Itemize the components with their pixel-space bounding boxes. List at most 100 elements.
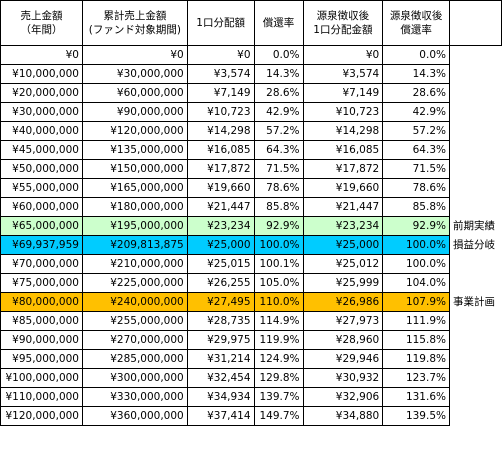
cell-distribution: ¥25,000 <box>186 235 255 255</box>
cell-cumulative-sales: ¥135,000,000 <box>81 140 188 160</box>
cell-cumulative-sales: ¥330,000,000 <box>81 387 188 407</box>
table-row: ¥20,000,000 ¥60,000,000 ¥7,149 28.6% ¥7,149 2… <box>0 83 502 103</box>
cell-redemption-rate: 42.9% <box>253 102 304 122</box>
cell-after-tax-rate: 111.9% <box>382 311 450 331</box>
cell-after-tax-distribution: ¥19,660 <box>302 178 384 198</box>
cell-redemption-rate: 85.8% <box>253 197 304 217</box>
cell-redemption-rate: 100.0% <box>253 235 304 255</box>
row-note <box>449 312 501 331</box>
cell-distribution: ¥7,149 <box>186 83 255 103</box>
row-note <box>449 179 501 198</box>
cell-sales: ¥85,000,000 <box>0 311 83 331</box>
cell-redemption-rate: 0.0% <box>253 45 304 65</box>
cell-redemption-rate: 129.8% <box>253 368 304 388</box>
cell-after-tax-rate: 104.0% <box>382 273 450 293</box>
cell-sales: ¥69,937,959 <box>0 235 83 255</box>
cell-after-tax-rate: 0.0% <box>382 45 450 65</box>
cell-distribution: ¥29,975 <box>186 330 255 350</box>
cell-cumulative-sales: ¥195,000,000 <box>81 216 188 236</box>
cell-distribution: ¥17,872 <box>186 159 255 179</box>
row-note <box>449 198 501 217</box>
cell-distribution: ¥16,085 <box>186 140 255 160</box>
cell-sales: ¥120,000,000 <box>0 406 83 426</box>
table-row: ¥45,000,000 ¥135,000,000 ¥16,085 64.3% ¥16,0… <box>0 140 502 160</box>
row-note: 前期実績 <box>452 219 495 232</box>
cell-sales: ¥40,000,000 <box>0 121 83 141</box>
header-note <box>448 0 502 46</box>
cell-after-tax-distribution: ¥27,973 <box>302 311 384 331</box>
cell-distribution: ¥3,574 <box>186 64 255 84</box>
table-row: ¥75,000,000 ¥225,000,000 ¥26,255 105.0% ¥25,… <box>0 273 502 293</box>
header-sales: 売上金額 （年間） <box>0 0 83 46</box>
row-note <box>449 350 501 369</box>
table-row: ¥90,000,000 ¥270,000,000 ¥29,975 119.9% ¥28,… <box>0 330 502 350</box>
cell-after-tax-distribution: ¥10,723 <box>302 102 384 122</box>
cell-cumulative-sales: ¥240,000,000 <box>81 292 188 312</box>
cell-cumulative-sales: ¥209,813,875 <box>81 235 188 255</box>
cell-sales: ¥75,000,000 <box>0 273 83 293</box>
cell-redemption-rate: 57.2% <box>253 121 304 141</box>
cell-after-tax-rate: 123.7% <box>382 368 450 388</box>
header-redemption-rate: 償還率 <box>253 0 304 46</box>
cell-cumulative-sales: ¥150,000,000 <box>81 159 188 179</box>
table-row: ¥40,000,000 ¥120,000,000 ¥14,298 57.2% ¥14,2… <box>0 121 502 141</box>
cell-after-tax-rate: 131.6% <box>382 387 450 407</box>
row-note <box>449 46 501 65</box>
cell-after-tax-distribution: ¥26,986 <box>302 292 384 312</box>
cell-after-tax-rate: 100.0% <box>382 235 450 255</box>
cell-after-tax-rate: 42.9% <box>382 102 450 122</box>
row-note <box>449 84 501 103</box>
cell-after-tax-rate: 107.9% <box>382 292 450 312</box>
cell-after-tax-distribution: ¥29,946 <box>302 349 384 369</box>
cell-after-tax-rate: 78.6% <box>382 178 450 198</box>
table-row: ¥100,000,000 ¥300,000,000 ¥32,454 129.8% ¥30… <box>0 368 502 388</box>
cell-redemption-rate: 110.0% <box>253 292 304 312</box>
cell-sales: ¥110,000,000 <box>0 387 83 407</box>
row-note <box>449 141 501 160</box>
cell-redemption-rate: 14.3% <box>253 64 304 84</box>
cell-after-tax-distribution: ¥14,298 <box>302 121 384 141</box>
cell-sales: ¥65,000,000 <box>0 216 83 236</box>
cell-distribution: ¥21,447 <box>186 197 255 217</box>
cell-sales: ¥80,000,000 <box>0 292 83 312</box>
cell-cumulative-sales: ¥225,000,000 <box>81 273 188 293</box>
cell-after-tax-rate: 100.0% <box>382 254 450 274</box>
cell-after-tax-distribution: ¥25,000 <box>302 235 384 255</box>
row-note <box>449 255 501 274</box>
cell-sales: ¥100,000,000 <box>0 368 83 388</box>
cell-distribution: ¥27,495 <box>186 292 255 312</box>
cell-redemption-rate: 64.3% <box>253 140 304 160</box>
cell-sales: ¥0 <box>0 45 83 65</box>
cell-sales: ¥45,000,000 <box>0 140 83 160</box>
header-after-tax-rate: 源泉徴収後 償還率 <box>382 0 450 46</box>
distribution-table: 売上金額 （年間） 累計売上金額 (ファンド対象期間) 1口分配額 償還率 源泉… <box>0 0 502 426</box>
cell-distribution: ¥32,454 <box>186 368 255 388</box>
cell-sales: ¥30,000,000 <box>0 102 83 122</box>
cell-cumulative-sales: ¥30,000,000 <box>81 64 188 84</box>
table-row: ¥50,000,000 ¥150,000,000 ¥17,872 71.5% ¥17,8… <box>0 159 502 179</box>
cell-distribution: ¥0 <box>186 45 255 65</box>
cell-after-tax-distribution: ¥30,932 <box>302 368 384 388</box>
cell-distribution: ¥25,015 <box>186 254 255 274</box>
cell-sales: ¥50,000,000 <box>0 159 83 179</box>
cell-after-tax-rate: 115.8% <box>382 330 450 350</box>
cell-after-tax-distribution: ¥7,149 <box>302 83 384 103</box>
cell-after-tax-rate: 14.3% <box>382 64 450 84</box>
row-note <box>449 122 501 141</box>
cell-distribution: ¥28,735 <box>186 311 255 331</box>
header-distribution: 1口分配額 <box>186 0 255 46</box>
table-row: ¥10,000,000 ¥30,000,000 ¥3,574 14.3% ¥3,574 1… <box>0 64 502 84</box>
row-note <box>449 369 501 388</box>
table-row: ¥85,000,000 ¥255,000,000 ¥28,735 114.9% ¥27,… <box>0 311 502 331</box>
cell-distribution: ¥31,214 <box>186 349 255 369</box>
table-row: ¥55,000,000 ¥165,000,000 ¥19,660 78.6% ¥19,6… <box>0 178 502 198</box>
table-row: ¥69,937,959 ¥209,813,875 ¥25,000 100.0% ¥25,… <box>0 235 502 255</box>
cell-cumulative-sales: ¥255,000,000 <box>81 311 188 331</box>
cell-after-tax-distribution: ¥34,880 <box>302 406 384 426</box>
cell-after-tax-rate: 92.9% <box>382 216 450 236</box>
cell-redemption-rate: 124.9% <box>253 349 304 369</box>
cell-distribution: ¥37,414 <box>186 406 255 426</box>
cell-cumulative-sales: ¥285,000,000 <box>81 349 188 369</box>
cell-after-tax-distribution: ¥28,960 <box>302 330 384 350</box>
row-note <box>449 103 501 122</box>
